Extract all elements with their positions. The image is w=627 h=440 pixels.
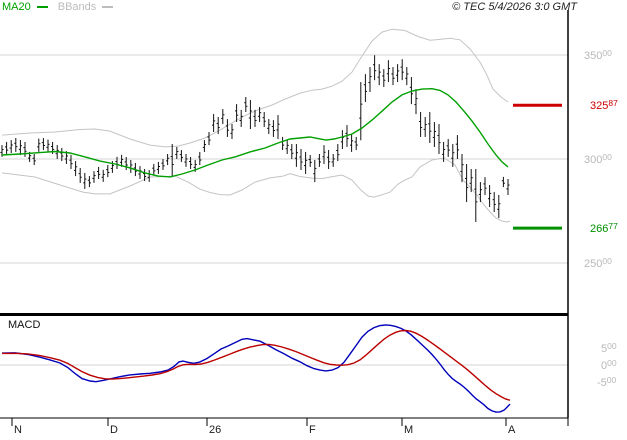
macd-axis-label: 500 [601, 341, 617, 355]
macd-axis-labels: 500 000 -500 [597, 341, 617, 389]
macd-axis-label: -500 [597, 375, 617, 389]
macd-panel-title: MACD [8, 319, 40, 331]
price-axis-label: 30000 [584, 152, 612, 166]
ma20-line [1, 87, 509, 178]
bollinger-upper-band [1, 28, 509, 148]
month-label: D [110, 424, 118, 436]
bollinger-bands-layer [1, 28, 511, 223]
price-axis-label: 32587 [590, 98, 618, 112]
month-label: N [14, 424, 22, 436]
month-label: M [404, 424, 413, 436]
bbands-line-swatch [102, 6, 114, 8]
ma20-layer [1, 87, 509, 178]
month-label: F [309, 424, 316, 436]
price-axis-label: 35000 [584, 48, 612, 62]
macd-macd-line [1, 324, 511, 413]
legend-ma20-label[interactable]: MA20 [2, 1, 31, 13]
month-axis: N D 26 F M A [11, 418, 569, 436]
macd-signal-line [1, 329, 511, 401]
legend-bbands-label[interactable]: BBands [57, 1, 97, 13]
ma20-line-swatch [36, 6, 48, 8]
macd-axis-label: 000 [601, 358, 617, 372]
chart-legend: MA20 BBands [2, 1, 119, 13]
macd-layer [1, 324, 511, 413]
month-label: A [508, 424, 516, 436]
price-axis-labels: 35000 32587 30000 26677 25000 [584, 48, 618, 270]
month-label: 26 [209, 424, 221, 436]
bollinger-lower-band [1, 157, 511, 223]
price-axis-label: 26677 [590, 221, 618, 235]
candles-layer [0, 55, 510, 223]
level-lines-layer [513, 103, 562, 230]
copyright-timestamp: © TEC 5/4/2026 3:0 GMT [452, 1, 577, 13]
price-gridlines [0, 54, 568, 264]
price-axis-label: 25000 [584, 256, 612, 270]
